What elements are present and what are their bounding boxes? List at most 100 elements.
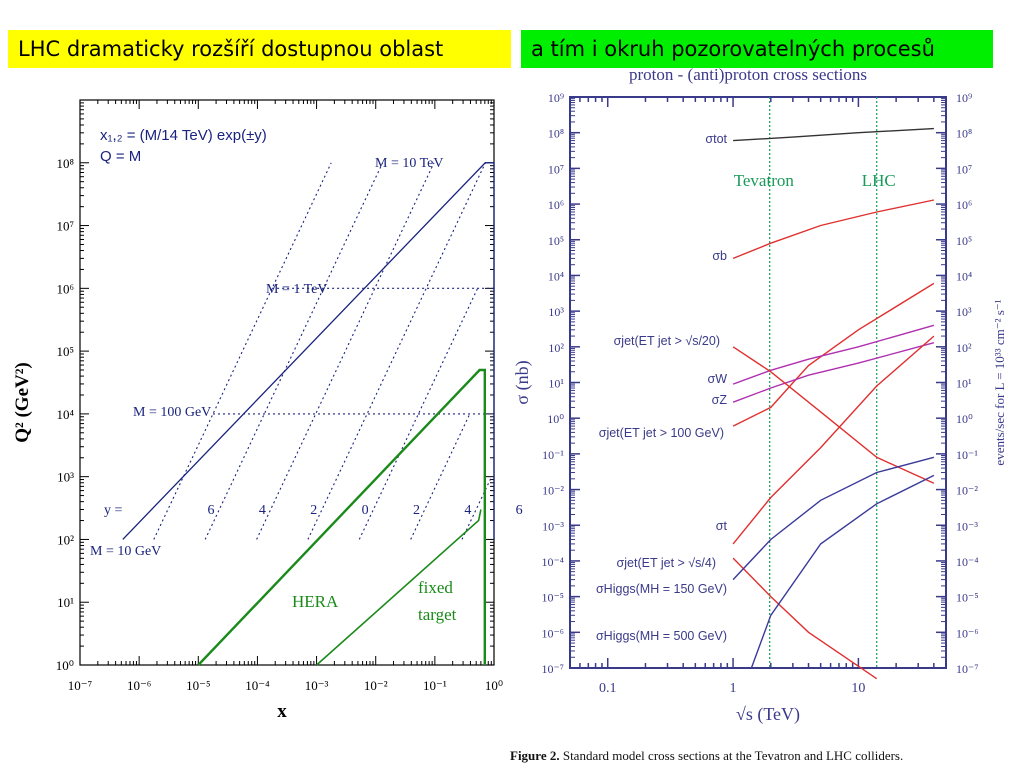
- rapidity-line: [307, 162, 486, 540]
- left-x-tick-label: 10⁻²: [364, 678, 388, 693]
- right-x-axis-label: √s (TeV): [736, 704, 800, 725]
- series-label-9: σHiggs(MH = 500 GeV): [596, 629, 727, 643]
- left-x-tick-label: 10⁻⁷: [68, 678, 92, 693]
- rapidity-value-label: 4: [464, 503, 471, 518]
- right-y-tick-label-left: 10¹: [548, 377, 564, 391]
- series-curve-0: [733, 127, 934, 142]
- mass-label-10gev: M = 10 GeV: [90, 544, 161, 559]
- rapidity-line: [358, 288, 479, 540]
- series-label-2: σjet(ET jet > √s/20): [614, 334, 720, 348]
- left-x-tick-label: 10⁻⁶: [127, 678, 151, 693]
- series-curve-9: [750, 474, 935, 669]
- hera-label: HERA: [292, 592, 339, 611]
- rapidity-line: [204, 162, 384, 540]
- rapidity-value-label: 2: [310, 503, 317, 518]
- right-y-tick-label-left: 10³: [548, 305, 564, 319]
- rapidity-value-label: 6: [207, 503, 214, 518]
- right-y-tick-label-right: 10⁹: [956, 91, 972, 105]
- series-label-8: σHiggs(MH = 150 GeV): [596, 582, 727, 596]
- series-label-0: σtot: [705, 132, 727, 146]
- series-label-3: σW: [707, 372, 727, 386]
- series-curve-8: [732, 456, 935, 581]
- right-y-axis-label-right: events/sec for L = 10³³ cm⁻² s⁻¹: [992, 299, 1007, 465]
- right-x-tick-label: 10: [851, 681, 865, 696]
- series-curve-7: [732, 557, 878, 680]
- right-y-tick-label-left: 10⁷: [548, 162, 564, 176]
- mass-label-10tev: M = 10 TeV: [375, 156, 444, 171]
- vline-label: LHC: [862, 171, 896, 190]
- banner-right: a tím i okruh pozorovatelných procesů: [521, 30, 993, 68]
- rapidity-value-label: 2: [413, 503, 420, 518]
- left-y-tick-label: 10¹: [57, 595, 74, 610]
- left-x-tick-label: 10⁻¹: [423, 678, 447, 693]
- right-x-tick-label: 0.1: [599, 681, 617, 696]
- series-curve-2: [732, 282, 935, 427]
- left-y-axis-label: Q² (GeV²): [12, 362, 33, 443]
- right-y-tick-label-right: 10⁻⁶: [956, 626, 979, 640]
- fixed-target-boundary-line: [316, 509, 482, 666]
- left-x-tick-label: 10⁰: [485, 678, 503, 693]
- right-x-tick-label: 1: [730, 681, 737, 696]
- rapidity-line: [256, 162, 435, 540]
- right-y-tick-label-left: 10²: [548, 341, 564, 355]
- rapidity-prefix-label: y =: [104, 503, 123, 518]
- lhc-boundary-line: [122, 162, 495, 540]
- right-y-tick-label-right: 10⁸: [956, 127, 972, 141]
- series-label-4: σZ: [712, 393, 728, 407]
- banner-left: LHC dramaticky rozšíří dostupnou oblast: [8, 30, 511, 68]
- caption-text: Standard model cross sections at the Tev…: [562, 748, 904, 763]
- series-curve-4: [732, 342, 935, 403]
- formula-label: x₁,₂ = (M/14 TeV) exp(±y): [100, 127, 267, 144]
- right-y-tick-label-right: 10⁻⁷: [956, 662, 979, 676]
- left-y-tick-label: 10⁷: [56, 219, 74, 234]
- right-y-tick-label-left: 10⁶: [548, 198, 564, 212]
- right-y-tick-label-right: 10⁰: [956, 412, 973, 426]
- right-y-tick-label-left: 10⁻⁶: [541, 626, 564, 640]
- right-y-tick-label-left: 10⁵: [548, 234, 564, 248]
- right-y-tick-label-left: 10⁻²: [542, 484, 564, 498]
- right-y-tick-label-left: 10⁻⁷: [541, 662, 564, 676]
- right-chart-title: proton - (anti)proton cross sections: [629, 65, 867, 84]
- right-y-tick-label-left: 10⁸: [548, 127, 564, 141]
- series-label-7: σjet(ET jet > √s/4): [617, 556, 716, 570]
- series-curve-6: [732, 335, 935, 545]
- hera-boundary-line: [197, 368, 486, 666]
- rapidity-value-label: 4: [259, 503, 266, 518]
- caption-label: Figure 2.: [510, 748, 560, 763]
- target-label: target: [418, 605, 457, 624]
- right-y-tick-label-right: 10⁵: [956, 234, 972, 248]
- rapidity-line: [461, 476, 493, 540]
- right-y-tick-label-right: 10⁶: [956, 198, 972, 212]
- left-y-tick-label: 10⁵: [56, 344, 74, 359]
- left-x-tick-label: 10⁻⁴: [245, 678, 270, 693]
- left-y-tick-label: 10²: [57, 532, 74, 547]
- right-y-tick-label-left: 10⁻¹: [542, 448, 564, 462]
- right-y-tick-label-right: 10⁻³: [956, 519, 978, 533]
- left-y-tick-label: 10⁸: [56, 156, 74, 171]
- right-y-axis-label: σ (nb): [512, 360, 533, 404]
- right-y-tick-label-left: 10⁻⁴: [541, 555, 564, 569]
- right-y-tick-label-right: 10⁻¹: [956, 448, 978, 462]
- series-curve-3: [732, 324, 935, 385]
- left-y-tick-label: 10⁴: [56, 407, 74, 422]
- right-y-tick-label-left: 10⁴: [548, 269, 564, 283]
- left-y-tick-label: 10⁶: [56, 281, 74, 296]
- figure-caption: Figure 2. Standard model cross sections …: [510, 748, 903, 764]
- rapidity-value-label: 6: [516, 503, 523, 518]
- left-y-tick-label: 10³: [57, 470, 74, 485]
- formula-q-label: Q = M: [100, 148, 141, 165]
- right-y-tick-label-right: 10⁻⁴: [956, 555, 979, 569]
- rapidity-line: [153, 162, 332, 540]
- left-y-tick-label: 10⁰: [56, 658, 74, 673]
- left-x-tick-label: 10⁻³: [305, 678, 329, 693]
- right-y-tick-label-right: 10²: [956, 341, 972, 355]
- mass-label-100gev: M = 100 GeV: [133, 405, 211, 420]
- right-y-tick-label-right: 10⁴: [956, 269, 972, 283]
- right-y-tick-label-left: 10⁻⁵: [541, 591, 564, 605]
- series-label-5: σjet(ET jet > 100 GeV): [599, 426, 724, 440]
- series-curve-5: [732, 346, 935, 484]
- series-curve-1: [732, 199, 935, 260]
- left-x-tick-label: 10⁻⁵: [186, 678, 210, 693]
- series-label-6: σt: [716, 519, 728, 533]
